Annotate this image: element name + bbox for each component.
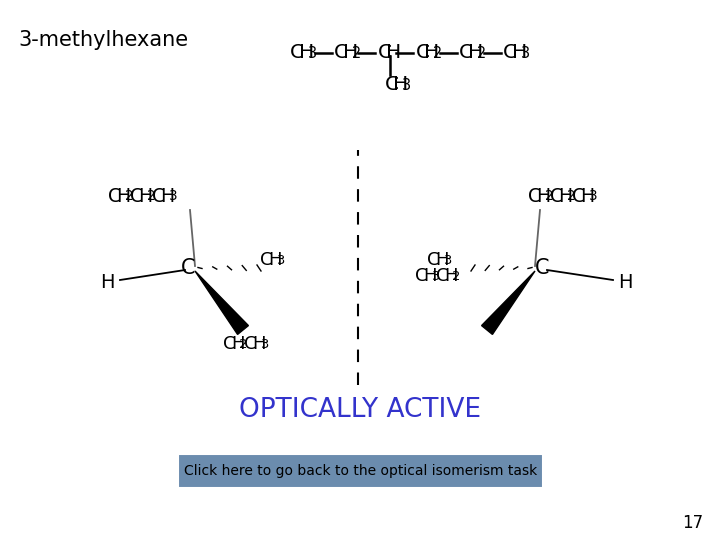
Text: H: H xyxy=(536,186,551,206)
Text: C: C xyxy=(550,186,563,206)
Text: H: H xyxy=(512,44,527,63)
Text: C: C xyxy=(459,44,473,63)
Polygon shape xyxy=(482,271,535,334)
Text: 3: 3 xyxy=(308,46,317,61)
Text: C: C xyxy=(377,44,392,63)
Polygon shape xyxy=(195,271,248,334)
Text: H: H xyxy=(559,186,572,206)
Text: C: C xyxy=(427,251,439,269)
Text: 3-methylhexane: 3-methylhexane xyxy=(18,30,188,50)
Text: C: C xyxy=(503,44,517,63)
Text: H: H xyxy=(580,186,595,206)
Text: H: H xyxy=(100,273,114,292)
Text: 2: 2 xyxy=(567,189,575,203)
Text: C: C xyxy=(130,186,143,206)
Text: 3: 3 xyxy=(261,338,269,351)
Text: 17: 17 xyxy=(682,514,703,532)
Text: C: C xyxy=(415,44,429,63)
Text: C: C xyxy=(436,267,449,285)
Text: C: C xyxy=(223,335,235,353)
Text: OPTICALLY ACTIVE: OPTICALLY ACTIVE xyxy=(239,397,481,423)
Text: C: C xyxy=(415,267,428,285)
Text: 2: 2 xyxy=(433,46,443,61)
Text: C: C xyxy=(528,186,541,206)
Text: H: H xyxy=(231,335,245,353)
Text: 3: 3 xyxy=(589,189,598,203)
Text: C: C xyxy=(384,76,398,94)
Text: 2: 2 xyxy=(125,189,133,203)
Text: H: H xyxy=(138,186,153,206)
Text: 3: 3 xyxy=(169,189,178,203)
Text: 3: 3 xyxy=(521,46,530,61)
Text: 3: 3 xyxy=(402,78,412,93)
Text: 2: 2 xyxy=(147,189,156,203)
Text: H: H xyxy=(618,273,632,292)
FancyBboxPatch shape xyxy=(178,454,543,488)
Text: 2: 2 xyxy=(351,46,361,61)
Text: H: H xyxy=(468,44,483,63)
Text: H: H xyxy=(393,76,409,94)
Text: C: C xyxy=(244,335,257,353)
Text: H: H xyxy=(268,251,282,269)
Text: H: H xyxy=(161,186,175,206)
Text: H: H xyxy=(343,44,358,63)
Text: C: C xyxy=(108,186,121,206)
Text: H: H xyxy=(444,267,458,285)
Text: H: H xyxy=(252,335,266,353)
Text: 3: 3 xyxy=(431,270,439,283)
Text: H: H xyxy=(423,267,436,285)
Text: C: C xyxy=(260,251,272,269)
Text: C: C xyxy=(334,44,348,63)
Text: H: H xyxy=(299,44,314,63)
Text: C: C xyxy=(535,258,549,278)
Text: H: H xyxy=(435,251,449,269)
Text: 3: 3 xyxy=(276,254,284,267)
Text: 3: 3 xyxy=(443,254,451,267)
Text: C: C xyxy=(152,186,165,206)
Text: 2: 2 xyxy=(545,189,554,203)
Text: H: H xyxy=(387,44,402,63)
Text: 2: 2 xyxy=(239,338,248,351)
Text: H: H xyxy=(117,186,130,206)
Text: C: C xyxy=(572,186,585,206)
Text: 2: 2 xyxy=(452,270,461,283)
Text: 2: 2 xyxy=(477,46,487,61)
Text: Click here to go back to the optical isomerism task: Click here to go back to the optical iso… xyxy=(184,464,537,478)
Text: H: H xyxy=(424,44,440,63)
Text: C: C xyxy=(290,44,304,63)
Text: C: C xyxy=(181,258,195,278)
